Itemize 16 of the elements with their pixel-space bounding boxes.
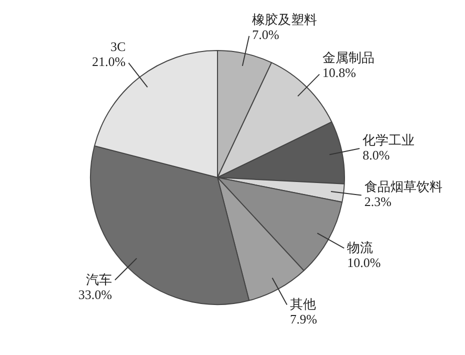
- slice-label: 食品烟草饮料: [364, 179, 442, 194]
- slice-label: 物流: [347, 240, 374, 256]
- data-label: 8.0%: [362, 147, 390, 162]
- data-label: 7.0%: [252, 26, 280, 42]
- data-label: 21.0%: [92, 54, 126, 69]
- data-label: 33.0%: [78, 286, 112, 302]
- slice-label: 3C: [110, 38, 126, 54]
- slice-label: 汽车: [86, 272, 112, 287]
- slice-label: 其他: [290, 296, 316, 312]
- slice-label: 金属制品: [322, 50, 374, 66]
- data-label: 10.8%: [322, 65, 356, 80]
- data-label: 10.0%: [347, 255, 381, 270]
- data-label: 2.3%: [364, 194, 392, 210]
- slice-label: 橡胶及塑料: [252, 12, 318, 27]
- slice-label: 化学工业: [362, 132, 415, 148]
- data-label: 7.9%: [290, 312, 318, 327]
